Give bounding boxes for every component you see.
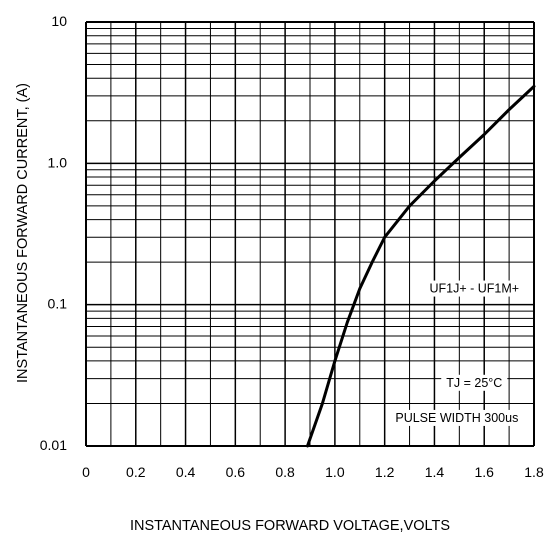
annotation-label: UF1J+ - UF1M+ [429,282,519,296]
x-tick-label: 1.0 [325,464,345,480]
annotation-label: TJ = 25°C [446,376,502,390]
x-tick-label: 0.2 [126,464,146,480]
x-tick-label: 1.8 [524,464,544,480]
y-tick-labels: 0.01 0.1 1.0 10 [40,13,67,453]
x-tick-label: 1.6 [474,464,494,480]
x-tick-label: 0.6 [226,464,246,480]
annotation-background [424,280,525,297]
annotation-backgrounds [390,280,525,426]
annotation-background [441,374,508,391]
x-tick-label: 0.8 [275,464,295,480]
annotation-background [390,409,524,426]
annotations: UF1J+ - UF1M+ TJ = 25°C PULSE WIDTH 300us [395,282,519,425]
y-axis-label: INSTANTANEOUS FORWARD CURRENT, (A) [15,83,31,383]
grid-lines [85,21,535,447]
x-tick-label: 0 [82,464,90,480]
series-line [306,84,536,448]
y-tick-label: 0.01 [40,437,67,453]
y-tick-label: 0.1 [48,296,68,312]
x-tick-labels: 0 0.2 0.4 0.6 0.8 1.0 1.2 1.4 1.6 1.8 [82,464,544,480]
x-tick-label: 1.2 [375,464,395,480]
x-axis-label: INSTANTANEOUS FORWARD VOLTAGE,VOLTS [130,518,450,534]
annotation-label: PULSE WIDTH 300us [395,411,518,425]
x-tick-label: 0.4 [176,464,196,480]
y-tick-label: 1.0 [48,154,68,170]
y-tick-label: 10 [51,13,67,29]
x-tick-label: 1.4 [425,464,445,480]
